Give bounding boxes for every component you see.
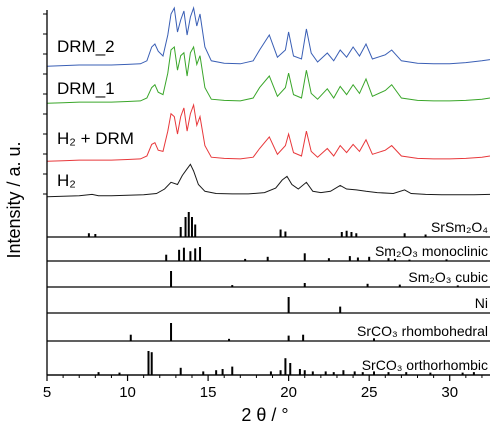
reference-patterns: SrSm₂O₄ Sm₂O₃ monoclinic Sm₂O₃ cubic Ni SrCO… [47, 212, 490, 376]
reference-label-ni: Ni [475, 295, 488, 311]
series-label-drm-1: DRM_1 [57, 79, 115, 98]
x-tick-label: 10 [119, 384, 136, 401]
reference-label-srsm2o4: SrSm₂O₄ [431, 219, 488, 235]
axes: 5 10 15 20 25 30 [43, 10, 490, 401]
diffraction-patterns: DRM_2 DRM_1 H₂ + DRM H₂ [46, 6, 490, 198]
reference-label-srco3-rhombohedral: SrCO₃ rhombohedral [357, 323, 488, 339]
reference-label-srco3-orthorhombic: SrCO₃ orthorhombic [362, 357, 488, 373]
x-tick-label: 20 [280, 384, 297, 401]
x-tick-label: 25 [361, 384, 378, 401]
series-line-h2-drm [46, 103, 490, 162]
series-label-h2-drm: H₂ + DRM [57, 129, 134, 148]
series-label-h2: H₂ [57, 171, 76, 190]
x-axis-title: 2 θ / ° [241, 405, 288, 425]
reference-label-sm2o3-cubic: Sm₂O₃ cubic [408, 269, 488, 285]
x-tick-label: 15 [200, 384, 217, 401]
series-line-drm-1 [46, 45, 490, 104]
x-tick-label: 5 [43, 384, 51, 401]
x-tick-label: 30 [441, 384, 458, 401]
series-label-drm-2: DRM_2 [57, 37, 115, 56]
reference-label-sm2o3-monoclinic: Sm₂O₃ monoclinic [375, 243, 488, 259]
y-axis-title: Intensity / a. u. [4, 141, 24, 258]
series-line-drm-2 [46, 6, 490, 67]
series-line-h2 [46, 163, 490, 198]
